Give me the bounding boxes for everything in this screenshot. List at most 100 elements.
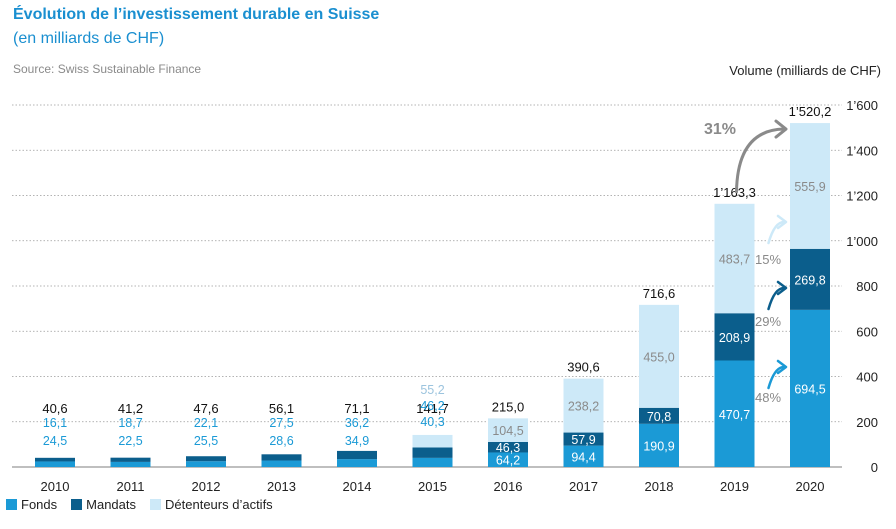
bar-label-mandats: 46,3 — [496, 441, 520, 455]
y-tick-label: 400 — [856, 370, 878, 385]
bar-label-fonds: 40,3 — [420, 415, 444, 429]
bar-segment-fonds — [186, 461, 226, 467]
total-label: 47,6 — [193, 401, 218, 416]
bar-segment-fonds — [261, 460, 302, 467]
bar-label-fonds: 470,7 — [719, 408, 750, 422]
bar-label-mandats: 27,5 — [269, 416, 293, 430]
bar-segment-mandats — [790, 248, 830, 310]
chart-subtitle: (en milliards de CHF) — [13, 30, 165, 47]
bar-label-fonds: 694,5 — [794, 382, 825, 396]
bar-segment-mandats — [714, 313, 755, 361]
total-label: 1’163,3 — [713, 185, 756, 200]
bar-segment-fonds — [110, 461, 151, 467]
total-label: 141,7 — [416, 401, 449, 416]
x-tick-label: 2016 — [494, 479, 523, 494]
bar-label-detenteurs: 455,0 — [643, 350, 674, 364]
bar-label-mandats: 269,8 — [794, 273, 825, 287]
growth-percent-label: 31% — [704, 121, 736, 138]
bar-segment-detenteurs — [714, 203, 755, 314]
total-label: 71,1 — [344, 401, 369, 416]
total-label: 215,0 — [492, 399, 525, 414]
y-tick-label: 600 — [856, 324, 878, 339]
y-tick-label: 200 — [856, 415, 878, 430]
bar-label-detenteurs: 238,2 — [568, 400, 599, 414]
growth-arrow — [767, 365, 786, 390]
bar-label-mandats: 46,2 — [420, 399, 444, 413]
bar-label-mandats: 36,2 — [345, 416, 369, 430]
y-tick-label: 0 — [871, 460, 878, 475]
bar-label-detenteurs: 55,2 — [420, 383, 444, 397]
legend-label-fonds: Fonds — [21, 497, 58, 512]
growth-arrowhead — [776, 280, 788, 296]
growth-arrowhead — [776, 214, 788, 230]
x-tick-label: 2017 — [569, 479, 598, 494]
growth-arrowhead — [776, 359, 788, 375]
legend-item-fonds: Fonds — [6, 497, 57, 512]
bar-segment-mandats — [35, 457, 75, 462]
growth-percent-label: 29% — [755, 314, 781, 329]
legend-item-mandats: Mandats — [71, 497, 136, 512]
growth-arrowhead — [774, 119, 788, 139]
bar-label-mandats: 57,9 — [571, 433, 595, 447]
total-label: 716,6 — [643, 286, 676, 301]
bar-segment-detenteurs — [488, 418, 528, 442]
bar-label-fonds: 22,5 — [118, 434, 142, 448]
bar-segment-mandats — [563, 432, 604, 446]
bar-label-fonds: 190,9 — [643, 439, 674, 453]
x-tick-label: 2020 — [796, 479, 825, 494]
total-label: 390,6 — [567, 360, 600, 375]
x-tick-label: 2010 — [41, 479, 70, 494]
growth-arrow — [767, 220, 786, 245]
x-tick-label: 2018 — [645, 479, 674, 494]
legend-label-mandats: Mandats — [86, 497, 137, 512]
total-label: 1’520,2 — [789, 104, 832, 119]
total-label: 56,1 — [269, 401, 294, 416]
bar-segment-fonds — [790, 309, 830, 467]
legend-swatch-mandats — [71, 499, 83, 510]
total-label: 40,6 — [42, 401, 67, 416]
chart-title: Évolution de l’investissement durable en… — [13, 6, 380, 23]
y-axis-unit-label: Volume (milliards de CHF) — [729, 63, 881, 78]
growth-percent-label: 15% — [755, 252, 781, 267]
legend-swatch-detenteurs — [150, 499, 162, 510]
growth-arrow — [735, 127, 786, 194]
bar-label-fonds: 28,6 — [269, 434, 293, 448]
bar-segment-fonds — [337, 459, 377, 467]
legend-swatch-fonds — [6, 499, 17, 510]
growth-percent-label: 48% — [755, 390, 781, 405]
x-tick-label: 2015 — [418, 479, 447, 494]
bar-segment-fonds — [412, 457, 453, 467]
bar-segment-mandats — [412, 447, 453, 458]
legend: Fonds Mandats Détenteurs d’actifs — [6, 497, 273, 512]
x-tick-label: 2014 — [343, 479, 372, 494]
bar-segment-mandats — [639, 407, 679, 424]
bar-segment-mandats — [488, 441, 528, 453]
bar-label-mandats: 16,1 — [43, 416, 67, 430]
bar-segment-mandats — [186, 456, 226, 462]
bar-segment-fonds — [639, 423, 679, 467]
legend-item-detenteurs: Détenteurs d’actifs — [150, 497, 273, 512]
bar-segment-mandats — [110, 457, 151, 462]
y-tick-label: 800 — [856, 279, 878, 294]
bar-label-mandats: 208,9 — [719, 331, 750, 345]
bar-segment-fonds — [563, 445, 604, 467]
x-tick-label: 2013 — [267, 479, 296, 494]
bar-segment-fonds — [714, 360, 755, 467]
bar-label-detenteurs: 104,5 — [492, 424, 523, 438]
growth-arrow — [767, 286, 786, 311]
bar-label-detenteurs: 483,7 — [719, 253, 750, 267]
y-tick-label: 1’200 — [846, 189, 878, 204]
bar-label-mandats: 22,1 — [194, 416, 218, 430]
bar-label-detenteurs: 555,9 — [794, 180, 825, 194]
bar-label-fonds: 34,9 — [345, 434, 369, 448]
y-tick-label: 1’000 — [846, 234, 878, 249]
bar-segment-fonds — [488, 452, 528, 467]
chart-source: Source: Swiss Sustainable Finance — [13, 62, 202, 76]
bar-label-fonds: 94,4 — [571, 450, 595, 464]
bar-segment-mandats — [261, 454, 302, 461]
bar-segment-mandats — [337, 450, 377, 460]
bar-label-mandats: 18,7 — [118, 416, 142, 430]
bar-label-fonds: 25,5 — [194, 434, 218, 448]
x-tick-label: 2019 — [720, 479, 749, 494]
